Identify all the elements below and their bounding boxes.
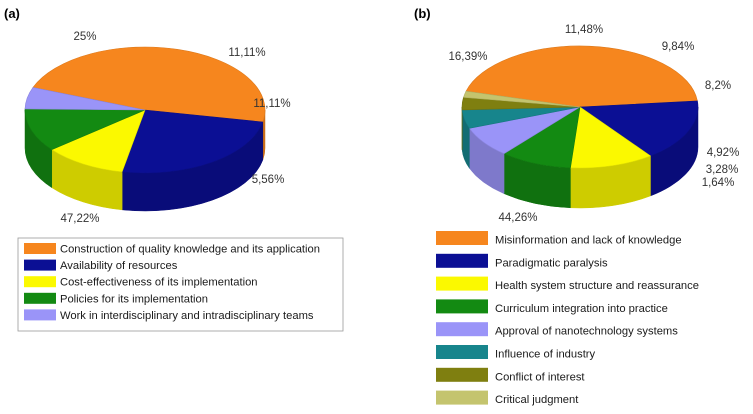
legend-swatch-3 — [436, 299, 488, 314]
slice-value-label-1: 16,39% — [448, 51, 487, 63]
slice-value-label-1: 25% — [73, 31, 96, 43]
slice-value-label-0: 47,22% — [60, 213, 99, 225]
legend-entry-3: Policies for its implementation — [60, 293, 208, 305]
slice-value-label-7: 1,64% — [702, 177, 735, 189]
legend-swatch-5 — [436, 345, 488, 359]
legend-entry-4: Work in interdisciplinary and intradisci… — [60, 310, 314, 322]
pie-chart-a: (a) 47,22% 25% 11,11% 11,11% 5,56% Constructio… — [4, 6, 344, 332]
pie-slice-4 — [24, 87, 146, 111]
panel-label: (a) — [4, 6, 20, 21]
legend-swatch-1 — [24, 259, 56, 271]
legend-swatch-2 — [24, 276, 56, 288]
legend-frame — [17, 237, 344, 332]
legend-entry-5: Influence of industry — [495, 349, 596, 361]
slice-value-label-6: 3,28% — [706, 164, 739, 176]
legend-entry-0: Construction of quality knowledge and it… — [60, 244, 320, 256]
legend-entry-2: Cost-effectiveness of its implementation — [60, 277, 258, 289]
pie-slice-3 — [503, 106, 581, 169]
legend-entry-3: Curriculum integration into practice — [495, 303, 668, 315]
legend-swatch-0 — [436, 231, 488, 245]
legend-swatch-1 — [436, 253, 488, 268]
legend-swatch-3 — [24, 292, 56, 304]
legend: Construction of quality knowledge and it… — [17, 237, 344, 332]
pie-slice-7 — [463, 90, 581, 108]
pie-slice-2 — [570, 106, 652, 169]
legend-entry-2: Health system structure and reassurance — [495, 280, 699, 292]
slice-value-label-0: 44,26% — [498, 212, 537, 224]
legend-entry-6: Conflict of interest — [495, 371, 585, 383]
pie-slice-0 — [465, 45, 698, 108]
pie-side-walls — [461, 106, 699, 209]
legend-swatch-4 — [24, 309, 56, 321]
legend-entry-1: Paradigmatic paralysis — [495, 257, 608, 269]
slice-value-label-4: 8,2% — [705, 80, 731, 92]
legend-entry-1: Availability of resources — [60, 260, 178, 272]
legend-entry-4: Approval of nanotechnology systems — [495, 326, 678, 338]
legend-swatch-7 — [436, 390, 488, 405]
slice-value-label-4: 5,56% — [252, 174, 285, 186]
legend-entry-7: Critical judgment — [495, 394, 579, 406]
pie-chart-b: (b) 44,26% 16,39% 11,48% 9,84% 8,2% 4,92% 3,28%… — [414, 6, 739, 406]
pie-side-walls — [24, 109, 266, 212]
legend-swatch-4 — [436, 322, 488, 337]
panel-label: (b) — [414, 6, 431, 21]
slice-value-label-2: 11,48% — [565, 24, 603, 36]
legend-entry-0: Misinformation and lack of knowledge — [495, 235, 682, 247]
slice-value-label-3: 9,84% — [662, 41, 695, 53]
slice-value-label-3: 11,11% — [253, 98, 290, 110]
legend-swatch-0 — [24, 243, 56, 254]
pie-slice-2 — [51, 109, 146, 173]
pie-slice-1 — [579, 100, 699, 157]
pie-slice-3 — [24, 108, 146, 150]
legend-swatch-6 — [436, 367, 488, 382]
legend: Misinformation and lack of knowledge Para… — [436, 231, 699, 406]
legend-swatch-2 — [436, 276, 488, 291]
slice-value-label-2: 11,11% — [228, 47, 265, 59]
pie-slice-1 — [121, 109, 264, 174]
pie-slice-0 — [32, 46, 266, 123]
slice-value-label-5: 4,92% — [707, 147, 740, 159]
